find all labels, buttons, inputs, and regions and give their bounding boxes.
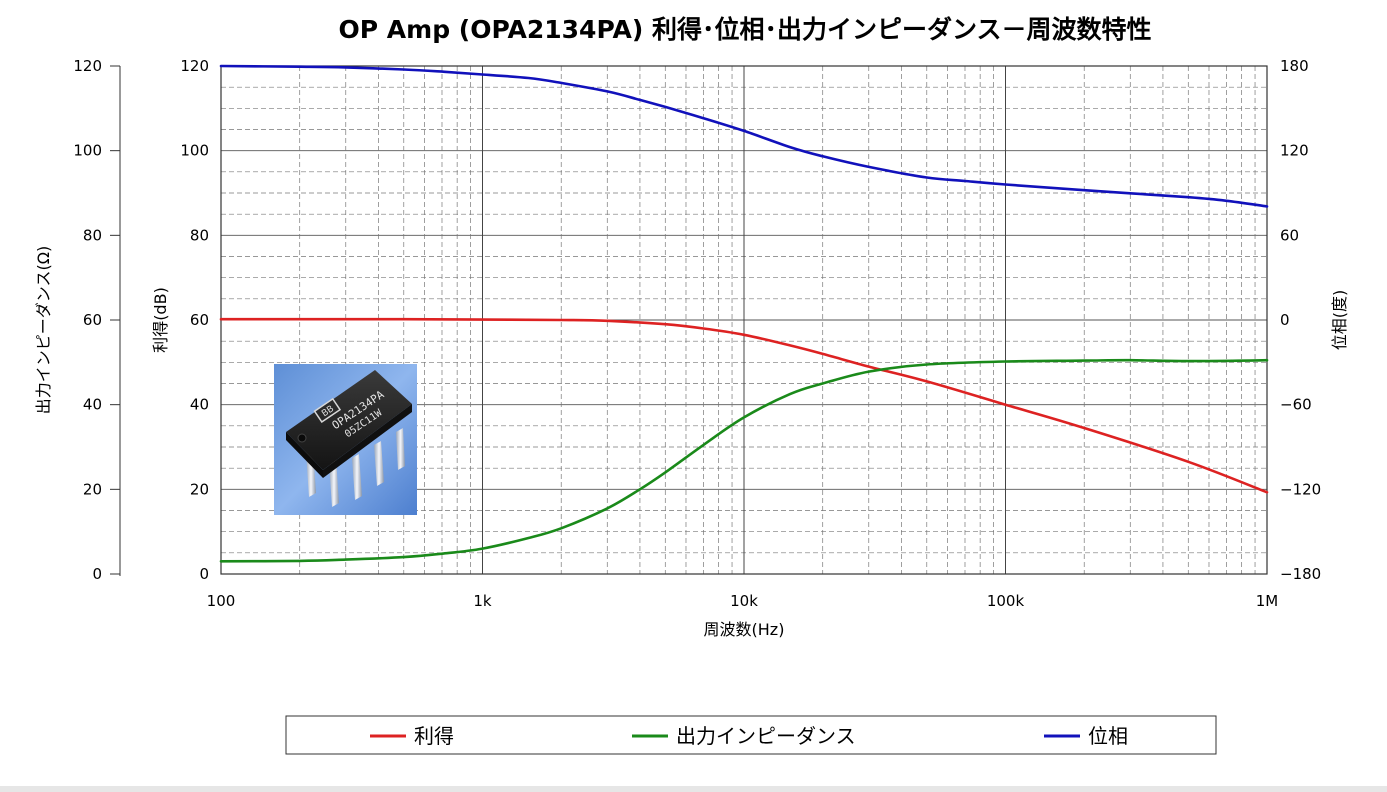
chip-photo: BB OPA2134PA 05ZC11W <box>274 364 417 515</box>
series-layer <box>219 64 1269 563</box>
outer-left-tick-label: 60 <box>83 311 102 329</box>
inner-left-tick-label: 0 <box>199 565 209 583</box>
impedance-series-line <box>219 358 1269 563</box>
inner-left-tick-label: 120 <box>180 57 209 75</box>
inner-left-tick-label: 100 <box>180 142 209 160</box>
x-tick-label: 100k <box>987 592 1025 610</box>
x-tick-label: 100 <box>207 592 236 610</box>
legend-label-impedance: 出力インピーダンス <box>676 724 856 748</box>
axes: 100 1k 10k 100k 1M 周波数(Hz) 0 20 40 60 80 100 120 出力イン… <box>34 57 1349 639</box>
right-tick-label: −180 <box>1280 565 1321 583</box>
inner-left-tick-label: 80 <box>190 226 209 244</box>
chip-body <box>286 370 412 470</box>
outer-left-tick-label: 0 <box>92 565 102 583</box>
right-tick-label: −60 <box>1280 396 1312 414</box>
outer-left-tick-label: 120 <box>73 57 102 75</box>
gain-series-line <box>219 317 1269 494</box>
right-tick-label: 60 <box>1280 226 1299 244</box>
x-tick-label: 1M <box>1256 592 1279 610</box>
right-tick-label: −120 <box>1280 480 1321 498</box>
chart-title: OP Amp (OPA2134PA) 利得･位相･出力インピーダンス－周波数特性 <box>339 15 1152 44</box>
right-tick-label: 120 <box>1280 142 1309 160</box>
x-axis-label: 周波数(Hz) <box>704 620 785 639</box>
phase-series-line <box>219 64 1269 208</box>
outer-left-tick-label: 80 <box>83 226 102 244</box>
outer-left-axis-label: 出力インピーダンス(Ω) <box>34 246 53 414</box>
right-tick-label: 0 <box>1280 311 1290 329</box>
outer-left-tick-label: 20 <box>83 480 102 498</box>
legend: 利得 出力インピーダンス 位相 <box>285 715 1217 755</box>
x-tick-label: 1k <box>473 592 492 610</box>
x-tick-label: 10k <box>730 592 758 610</box>
inner-left-tick-label: 40 <box>190 396 209 414</box>
bottom-edge <box>0 786 1387 792</box>
inner-left-tick-label: 60 <box>190 311 209 329</box>
legend-label-phase: 位相 <box>1088 724 1128 748</box>
right-tick-label: 180 <box>1280 57 1309 75</box>
right-axis-label: 位相(度) <box>1330 290 1349 351</box>
inner-left-tick-label: 20 <box>190 480 209 498</box>
outer-left-tick-label: 40 <box>83 396 102 414</box>
inner-left-axis-label: 利得(dB) <box>151 287 170 353</box>
outer-left-tick-label: 100 <box>73 142 102 160</box>
legend-label-gain: 利得 <box>414 724 454 748</box>
